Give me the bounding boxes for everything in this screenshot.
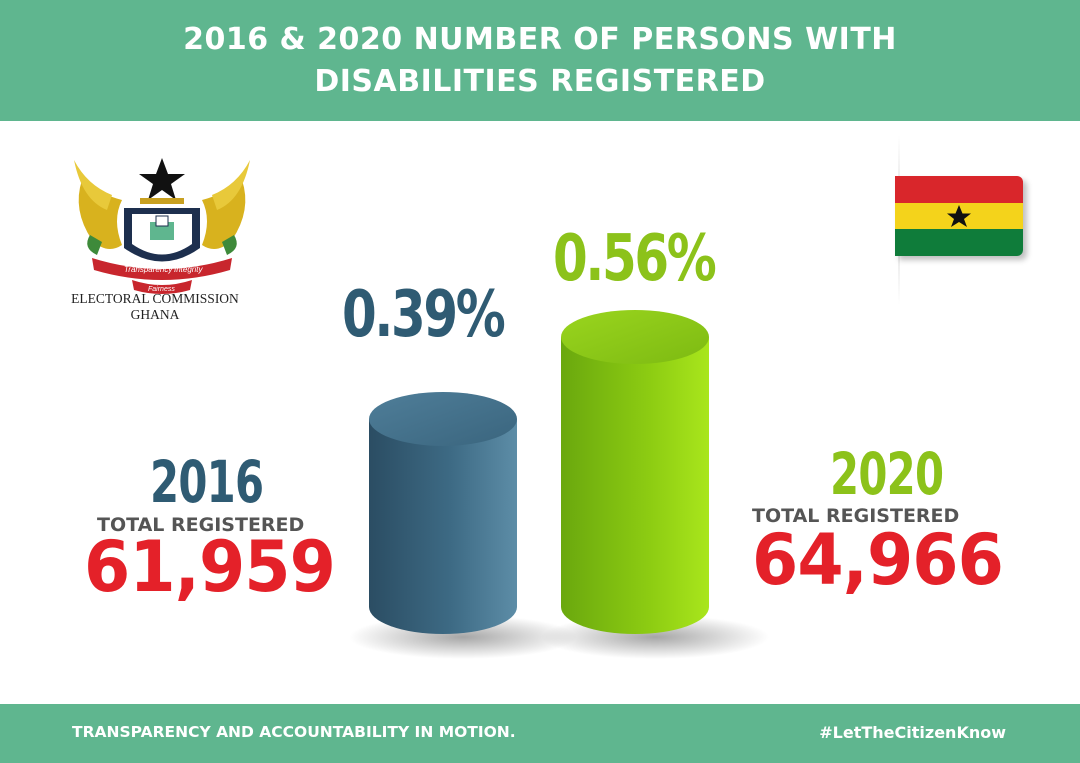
total-registered-2016: 61,959 bbox=[84, 526, 336, 608]
percent-2020: 0.56% bbox=[553, 222, 717, 296]
header-banner: 2016 & 2020 NUMBER OF PERSONS WITH DISAB… bbox=[0, 0, 1080, 121]
year-2016: 2016 bbox=[150, 448, 264, 516]
svg-text:Transparency: Transparency bbox=[124, 265, 173, 274]
footer-hashtag: #LetTheCitizenKnow bbox=[819, 723, 1006, 742]
bar-top-2016 bbox=[369, 391, 517, 446]
organization-name: ELECTORAL COMMISSION GHANA bbox=[40, 291, 270, 323]
svg-text:Integrity: Integrity bbox=[174, 265, 203, 274]
total-registered-2020: 64,966 bbox=[752, 519, 1004, 601]
page-title: 2016 & 2020 NUMBER OF PERSONS WITH DISAB… bbox=[183, 21, 897, 99]
year-2020: 2020 bbox=[830, 440, 944, 508]
footer-banner: TRANSPARENCY AND ACCOUNTABILITY IN MOTIO… bbox=[0, 704, 1080, 763]
bar-top-2020 bbox=[561, 310, 709, 364]
organization-line1: ELECTORAL COMMISSION bbox=[71, 291, 239, 306]
total-registered-label-2020: TOTAL REGISTERED bbox=[752, 505, 960, 527]
total-registered-label-2016: TOTAL REGISTERED bbox=[97, 514, 305, 536]
percent-2016: 0.39% bbox=[342, 278, 506, 352]
bar-2020 bbox=[561, 337, 709, 634]
footer-slogan: TRANSPARENCY AND ACCOUNTABILITY IN MOTIO… bbox=[72, 723, 516, 741]
ghana-flag-icon bbox=[895, 176, 1023, 256]
svg-text:Fairness: Fairness bbox=[148, 286, 175, 293]
electoral-commission-emblem: Transparency Integrity Fairness bbox=[74, 158, 250, 294]
bar-2016 bbox=[369, 418, 517, 634]
organization-line2: GHANA bbox=[130, 307, 180, 322]
